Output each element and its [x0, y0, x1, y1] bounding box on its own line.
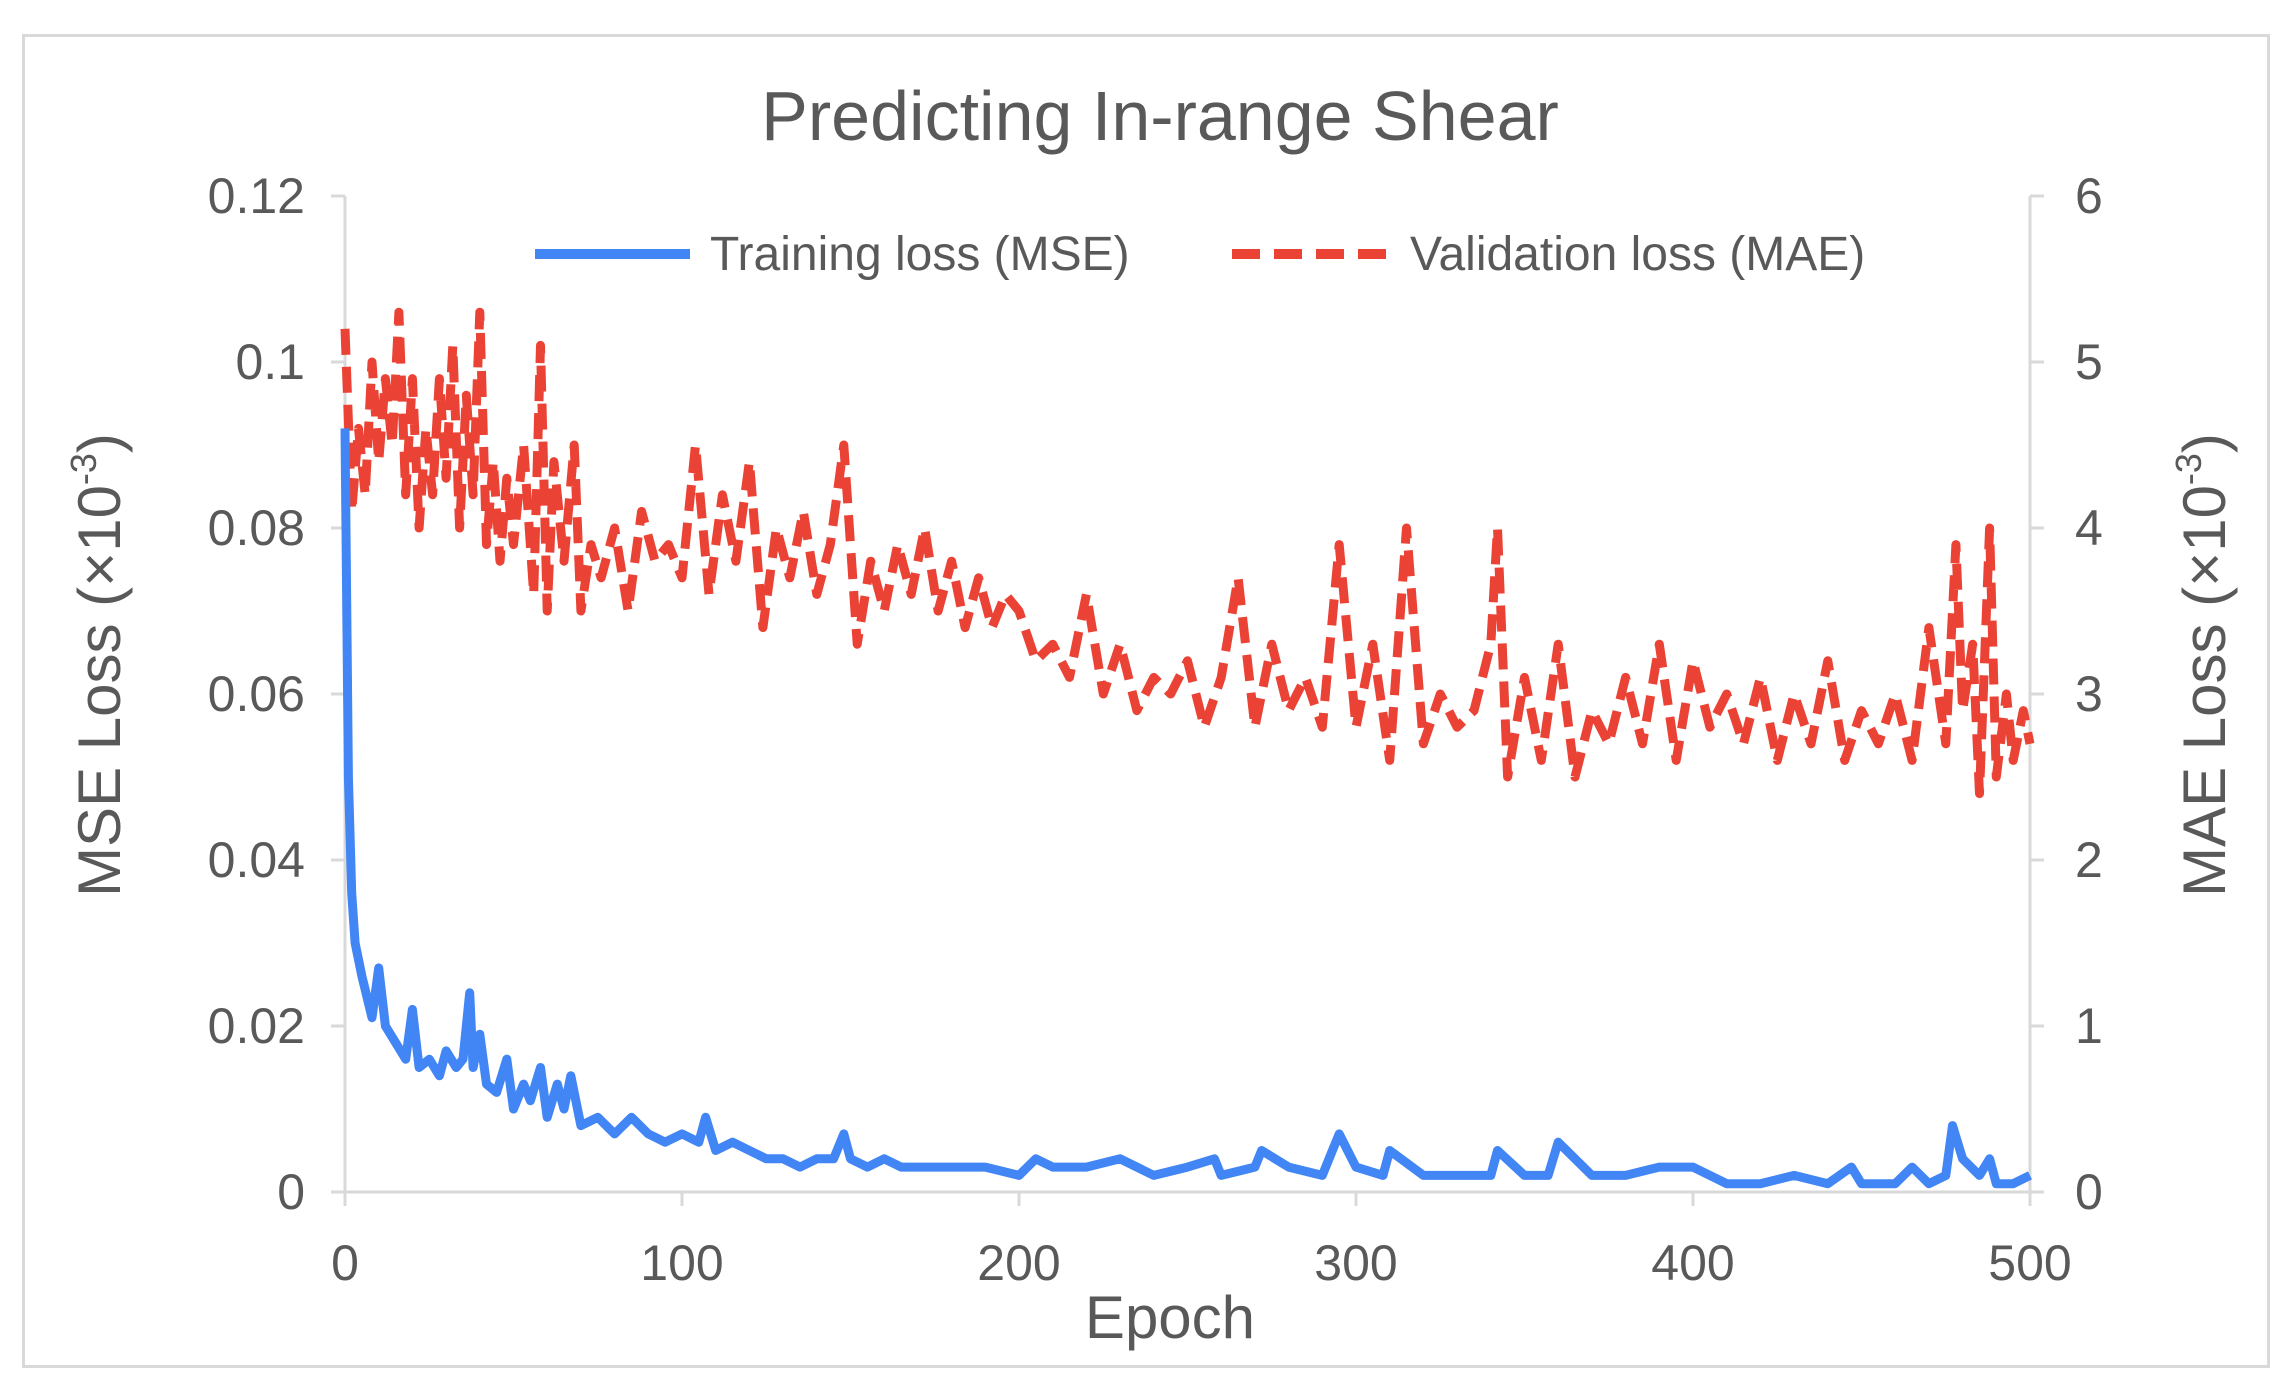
y-left-tick-label: 0.12: [208, 168, 305, 224]
y-right-tick-label: 2: [2075, 832, 2103, 888]
y-left-tick-label: 0.1: [235, 334, 305, 390]
y-right-tick-label: 4: [2075, 500, 2103, 556]
series-layer: [340, 307, 2035, 1189]
y-right-tick-label: 0: [2075, 1164, 2103, 1220]
y-left-tick-label: 0.04: [208, 832, 305, 888]
x-axis-label: Epoch: [1085, 1284, 1255, 1351]
y-left-axis-label-end: ): [66, 433, 133, 453]
y-right-axis-label-end: ): [2171, 433, 2238, 453]
y-left-tick-labels: 0 0.02 0.04 0.06 0.08 0.1 0.12: [208, 168, 305, 1220]
y-left-tick-label: 0: [277, 1164, 305, 1220]
series-line-training-mse: [340, 428, 2032, 1189]
x-tick-label: 200: [977, 1235, 1060, 1291]
legend-label-validation: Validation loss (MAE): [1410, 228, 1865, 281]
y-left-axis-label-main: MSE Loss (×10: [66, 485, 133, 897]
x-tick-label: 400: [1651, 1235, 1734, 1291]
series-line-validation-mae: [340, 307, 2035, 799]
x-tick-labels: 0 100 200 300 400 500: [331, 1235, 2072, 1291]
y-right-tick-label: 3: [2075, 666, 2103, 722]
x-tick-label: 500: [1988, 1235, 2071, 1291]
y-right-axis-label: MAE Loss (×10-3): [2168, 433, 2238, 897]
y-right-tick-label: 6: [2075, 168, 2103, 224]
chart-title: Predicting In-range Shear: [761, 77, 1559, 155]
y-right-tick-label: 5: [2075, 334, 2103, 390]
axes: [331, 194, 2044, 1206]
y-left-tick-label: 0.02: [208, 998, 305, 1054]
x-tick-label: 300: [1314, 1235, 1397, 1291]
x-tick-label: 100: [640, 1235, 723, 1291]
x-tick-label: 0: [331, 1235, 359, 1291]
y-left-axis-label-sup: -3: [63, 453, 104, 485]
y-left-axis-label: MSE Loss (×10-3): [63, 433, 133, 897]
y-left-tick-label: 0.08: [208, 500, 305, 556]
legend: Training loss (MSE) Validation loss (MAE…: [535, 228, 1865, 281]
y-left-tick-label: 0.06: [208, 666, 305, 722]
y-right-axis-label-main: MAE Loss (×10: [2171, 485, 2238, 897]
legend-label-training: Training loss (MSE): [710, 228, 1130, 281]
y-right-tick-labels: 0 1 2 3 4 5 6: [2075, 168, 2103, 1220]
y-right-tick-label: 1: [2075, 998, 2103, 1054]
y-right-axis-label-sup: -3: [2168, 453, 2209, 485]
